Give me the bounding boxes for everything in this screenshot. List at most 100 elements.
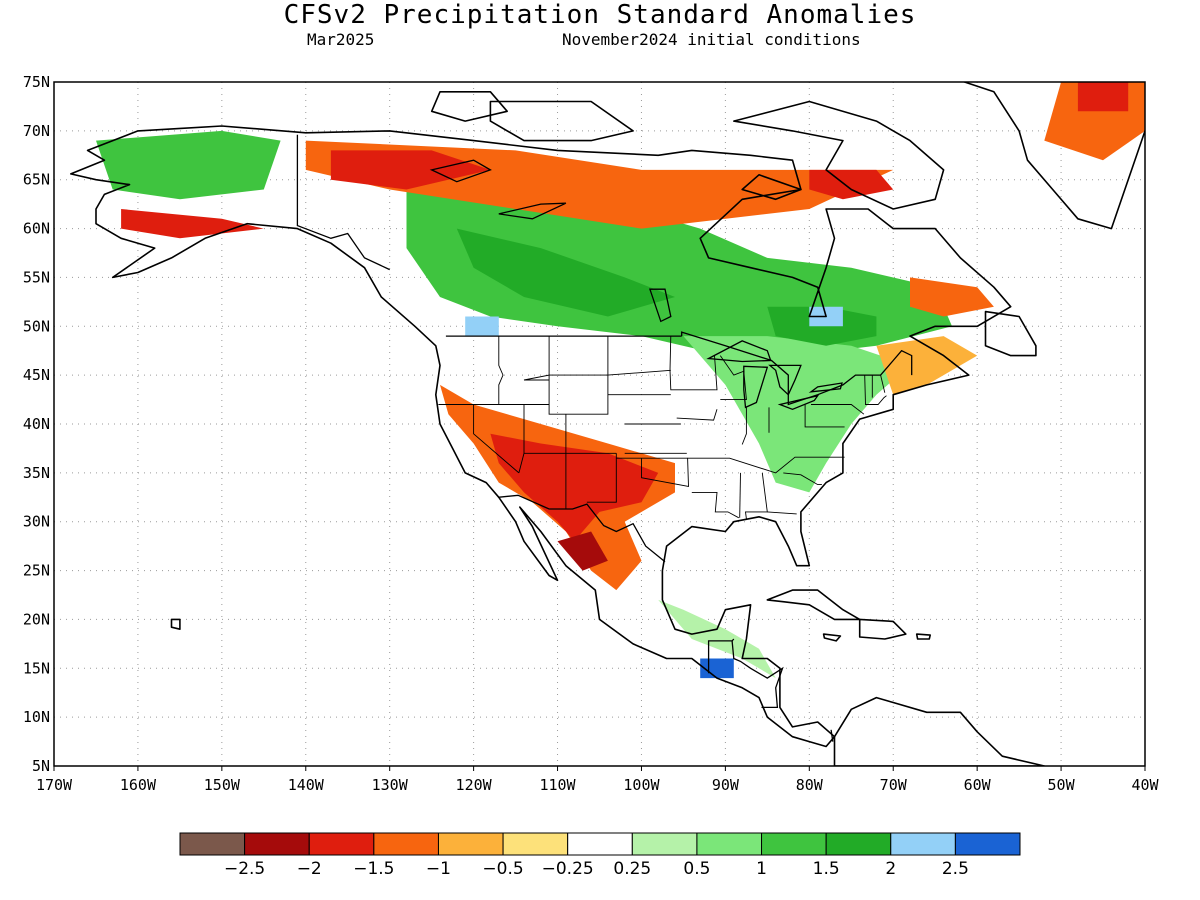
state-boundary <box>714 355 718 391</box>
state-boundary <box>719 355 747 401</box>
colorbar: −2.5 −2 −1.5 −1 −0.5 −0.25 0.25 0.5 1 1.5 2 2.5 <box>179 832 1021 879</box>
state-boundary <box>811 404 865 415</box>
state-boundary <box>804 404 845 428</box>
colorbar-swatch <box>502 832 569 856</box>
state-boundary <box>739 472 741 518</box>
lat-tick-label: 55N <box>23 268 50 286</box>
state-boundary <box>586 453 617 503</box>
state-boundary <box>669 336 716 391</box>
lon-tick-label: 140W <box>288 776 325 794</box>
colorbar-label: −0.25 <box>542 859 594 879</box>
state-boundary <box>549 336 609 376</box>
valid-month-label: Mar2025 <box>307 30 375 49</box>
lat-tick-label: 40N <box>23 415 50 433</box>
lon-tick-label: 120W <box>456 776 493 794</box>
anomaly-region-neg-1.5 <box>121 209 264 239</box>
anomaly-region-neg-1.5 <box>1077 82 1129 112</box>
colorbar-label: −1 <box>426 859 451 879</box>
anomaly-region-neg-2 <box>557 531 608 571</box>
lon-tick-label: 70W <box>880 776 908 794</box>
colorbar-swatch <box>179 832 246 856</box>
border-us-canada-east <box>681 331 913 406</box>
border-central-america <box>731 640 784 709</box>
lat-tick-label: 65N <box>23 171 50 189</box>
state-boundary <box>687 456 845 474</box>
colorbar-label: 2.5 <box>942 859 969 879</box>
state-boundary <box>607 369 671 376</box>
coastline-hispaniola <box>858 618 907 640</box>
colorbar-label: 0.5 <box>683 859 710 879</box>
anomaly-region-pos-2.5 <box>465 316 499 337</box>
coastline-newfoundland <box>984 310 1037 357</box>
border-alaska-canada <box>296 134 390 271</box>
colorbar-swatch <box>954 832 1021 856</box>
anomaly-region-neg-0.5 <box>876 336 978 395</box>
anomaly-region-pos-1 <box>683 336 910 493</box>
boundary-layer <box>70 82 1145 766</box>
colorbar-label: 1 <box>756 859 767 879</box>
coastline-baffin-island <box>732 100 945 210</box>
lon-tick-label: 50W <box>1048 776 1076 794</box>
lon-tick-label: 40W <box>1131 776 1159 794</box>
coastline-north-america <box>70 125 1012 748</box>
state-boundary <box>741 407 747 445</box>
state-boundary <box>473 404 520 474</box>
lat-tick-label: 25N <box>23 562 50 580</box>
lon-tick-label: 110W <box>539 776 576 794</box>
state-boundary <box>523 336 550 381</box>
border-guatemala-mexico <box>707 638 735 674</box>
colorbar-swatch <box>567 832 633 856</box>
state-boundary <box>864 375 887 405</box>
colorbar-label: 2 <box>885 859 896 879</box>
great-slave-lake <box>498 202 567 220</box>
lat-tick-label: 10N <box>23 708 50 726</box>
state-boundary <box>880 374 886 393</box>
anomaly-region-pos-2 <box>456 228 675 317</box>
colorbar-swatch <box>825 832 892 856</box>
lon-tick-label: 80W <box>796 776 824 794</box>
colorbar-label: 0.25 <box>613 859 651 879</box>
colorbar-label: −0.5 <box>482 859 523 879</box>
lon-tick-label: 160W <box>120 776 157 794</box>
colorbar-label: −2.5 <box>224 859 265 879</box>
lake-michigan <box>743 365 769 409</box>
coastline-victoria-island <box>489 100 634 142</box>
colorbar-swatch <box>761 832 827 856</box>
lon-tick-label: 90W <box>712 776 740 794</box>
colorbar-swatch <box>244 832 310 856</box>
lon-tick-label: 60W <box>964 776 992 794</box>
state-boundary <box>676 409 718 421</box>
anomaly-region-neg-1 <box>910 277 994 317</box>
lake-winnipeg <box>648 288 672 323</box>
lat-tick-label: 15N <box>23 659 50 677</box>
colorbar-swatch <box>373 832 439 856</box>
coastline-greenland <box>962 82 1145 230</box>
lat-tick-label: 30N <box>23 513 50 531</box>
lon-tick-label: 100W <box>623 776 660 794</box>
colorbar-label: −1.5 <box>353 859 394 879</box>
colorbar-swatch <box>890 832 956 856</box>
plot-frame <box>53 81 1146 767</box>
lat-tick-label: 45N <box>23 366 50 384</box>
lon-tick-label: 170W <box>36 776 73 794</box>
state-boundary <box>498 336 504 405</box>
colorbar-label: −2 <box>297 859 322 879</box>
lon-tick-label: 150W <box>204 776 241 794</box>
lon-tick-label: 130W <box>372 776 409 794</box>
state-boundary <box>616 457 689 488</box>
lat-tick-label: 35N <box>23 464 50 482</box>
great-bear-lake <box>429 159 492 183</box>
lat-tick-label: 50N <box>23 317 50 335</box>
state-boundary <box>767 511 797 515</box>
initial-conditions-label: November2024 initial conditions <box>562 30 861 49</box>
coastline-south-america <box>833 696 1046 766</box>
colorbar-swatch <box>308 832 375 856</box>
lat-tick-label: 60N <box>23 220 50 238</box>
state-boundary <box>691 491 740 519</box>
state-boundary <box>744 472 768 519</box>
border-panama-colombia <box>830 729 834 742</box>
coastline-southampton-island <box>741 174 802 201</box>
anomaly-region-pos-1.5 <box>96 130 281 200</box>
anomaly-region-neg-1.5 <box>330 150 491 190</box>
